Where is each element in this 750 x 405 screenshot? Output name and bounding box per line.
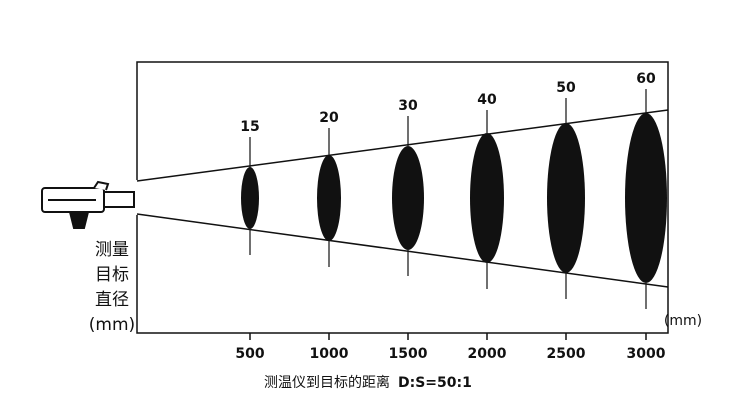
y-label-line: 目标 [95,265,129,285]
y-label-line: 测量 [95,240,129,260]
diameter-label: 30 [398,98,418,114]
diameter-label: 20 [319,110,339,126]
y-label: 测量 目标 直径 (mm) [89,240,135,335]
distance-label: 1500 [389,346,428,362]
ratio: D:S=50:1 [398,375,472,391]
diameter-label: 60 [636,71,656,87]
diameter-label: 50 [556,80,576,96]
x-label: 测温仪到目标的距离 [264,374,390,391]
diameter-label: 40 [477,92,497,108]
spot [547,123,585,273]
distance-label: 3000 [627,346,666,362]
distance-label: 1000 [310,346,349,362]
frame [136,61,669,334]
distance-label: 2500 [547,346,586,362]
diameter-label: 15 [240,119,259,135]
spots: 15 500 20 1000 30 1500 40 2000 50 2500 60 3000 [235,71,667,362]
spot [625,113,667,283]
thermometer-icon [41,180,135,229]
distance-unit: (mm) [664,313,702,329]
spot [470,133,504,263]
y-label-line: 直径 [95,290,129,310]
spot [317,155,341,241]
y-label-line: (mm) [89,315,135,335]
spot [392,146,424,250]
distance-label: 2000 [468,346,507,362]
distance-label: 500 [235,346,264,362]
spot [241,167,259,229]
